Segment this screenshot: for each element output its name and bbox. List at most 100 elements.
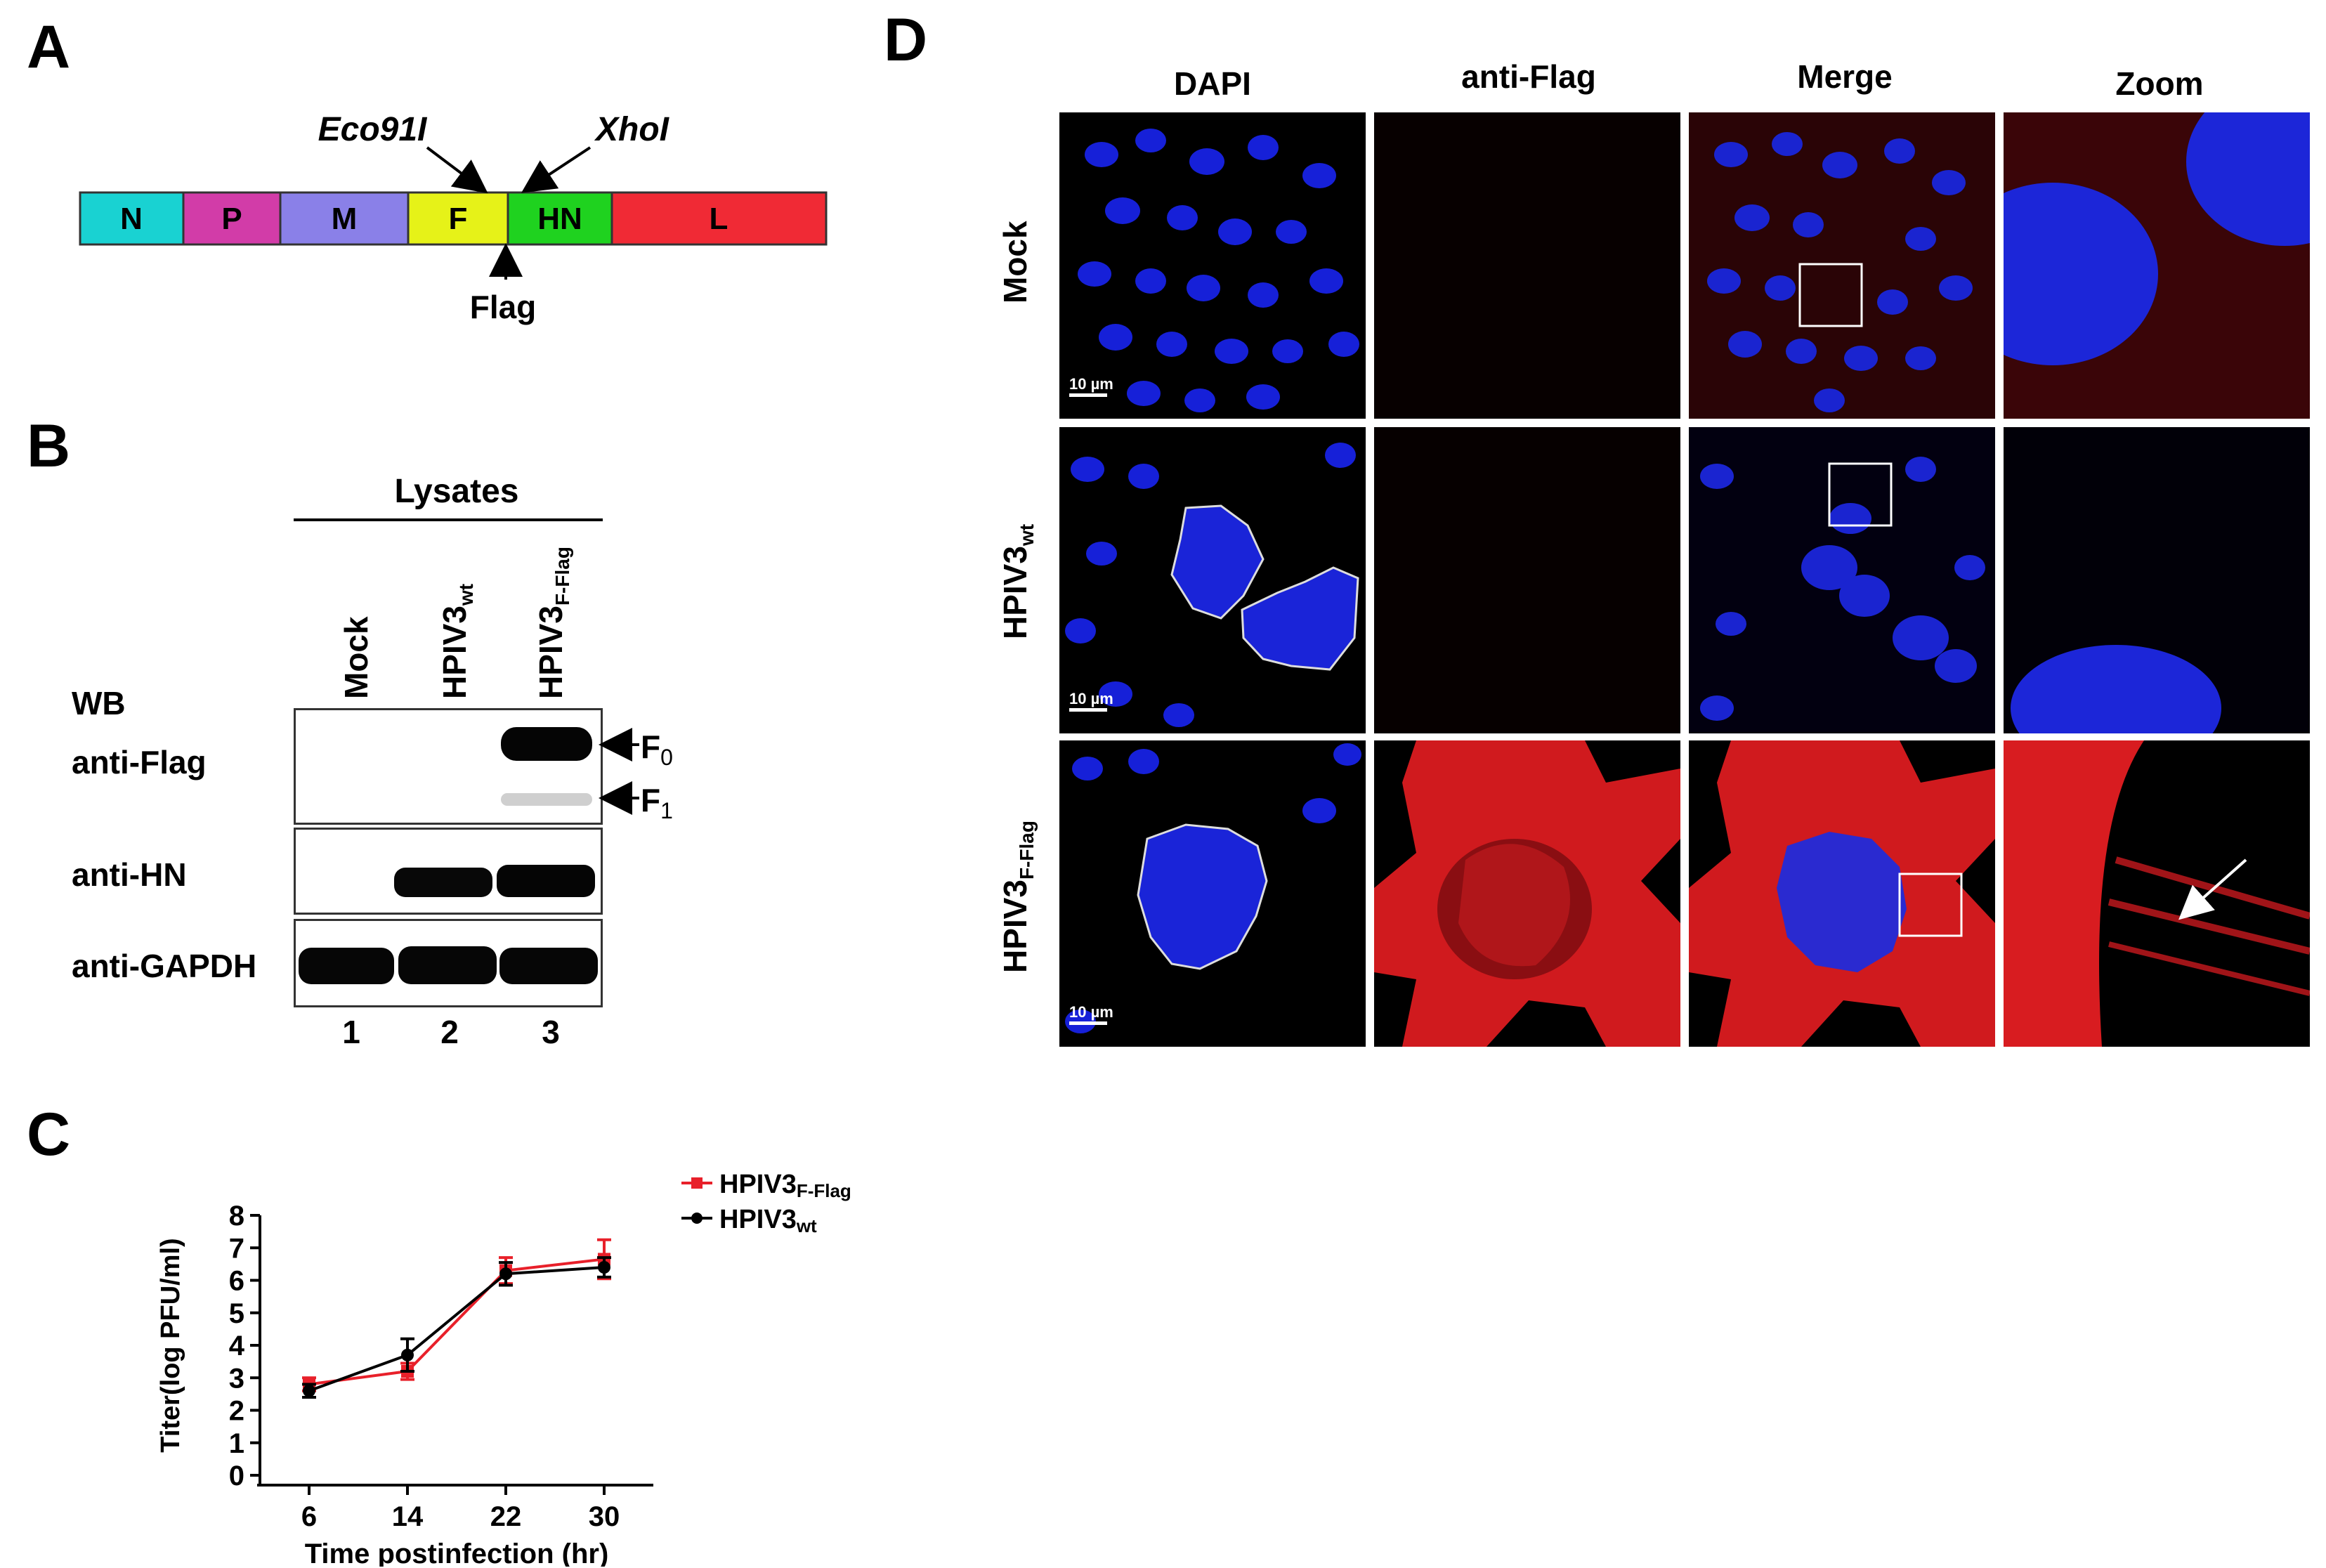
y-tick-label: 5 — [229, 1298, 244, 1329]
panel-letter-d: D — [884, 6, 928, 74]
band-gapdh-lane2 — [398, 946, 497, 984]
blot-anti-gapdh — [294, 919, 603, 1007]
arrow-eco91i — [426, 146, 488, 194]
syncytium-outline-2 — [1241, 566, 1359, 671]
image-mock-dapi: 10 µm — [1059, 112, 1366, 419]
legend-marker — [691, 1177, 703, 1189]
row-label-hpiv3-wt: HPIV3wt — [997, 523, 1038, 639]
segment-label-l: L — [710, 202, 728, 236]
genome-map: N P M F HN L Eco91I XhoI Flag — [77, 105, 829, 337]
y-tick-label: 6 — [229, 1266, 244, 1297]
y-tick-label: 2 — [229, 1396, 244, 1427]
series-1 — [302, 1256, 611, 1399]
syncytium-outline-1 — [1170, 504, 1265, 620]
lane-number-3: 3 — [542, 1014, 560, 1050]
segment-label-m: M — [332, 202, 358, 236]
image-mock-merge — [1689, 112, 1995, 419]
x-axis-label: Time postinfection (hr) — [305, 1538, 609, 1567]
row-label-anti-hn: anti-HN — [72, 856, 187, 893]
x-tick-label: 30 — [589, 1501, 620, 1532]
row-label-mock: Mock — [997, 221, 1033, 303]
x-tick-label: 6 — [301, 1501, 317, 1532]
panel-letter-b: B — [27, 412, 71, 480]
y-tick-label: 1 — [229, 1428, 244, 1459]
segment-label-n: N — [120, 202, 143, 236]
data-point — [499, 1267, 512, 1281]
chart-series — [302, 1238, 611, 1399]
image-wt-merge — [1689, 427, 1995, 733]
legend-marker — [691, 1213, 703, 1224]
column-label-dapi: DAPI — [1174, 65, 1251, 102]
column-label-zoom: Zoom — [2115, 65, 2204, 102]
segment-m — [279, 191, 410, 246]
scale-bar-label: 10 µm — [1069, 1003, 1113, 1021]
band-hn-lane2 — [394, 868, 492, 897]
genome-segments — [79, 191, 828, 246]
band-gapdh-lane3 — [499, 948, 598, 984]
series-line — [308, 1266, 605, 1392]
image-fflag-dapi: 10 µm — [1059, 740, 1366, 1047]
segment-label-p: P — [221, 202, 242, 236]
segment-hn — [507, 191, 613, 246]
y-tick-label: 0 — [229, 1461, 244, 1491]
lane-number-2: 2 — [440, 1014, 459, 1050]
column-label-merge: Merge — [1797, 58, 1893, 95]
image-wt-anti-flag — [1374, 427, 1680, 733]
y-tick-label: 7 — [229, 1233, 244, 1264]
row-label-anti-gapdh: anti-GAPDH — [72, 948, 257, 984]
segment-l — [610, 191, 828, 246]
y-tick-label: 4 — [229, 1331, 245, 1361]
x-tick-label: 22 — [490, 1501, 522, 1532]
lysates-line — [294, 518, 603, 521]
panel-letter-c: C — [27, 1101, 71, 1168]
column-label-anti-flag: anti-Flag — [1461, 58, 1596, 95]
band-label-f1: F1 — [641, 782, 673, 824]
zoom-arrow — [2178, 858, 2247, 920]
band-f1 — [501, 793, 592, 806]
segment-n — [79, 191, 185, 246]
y-axis-label: Titer(log PFU/ml) — [156, 1238, 185, 1452]
scale-bar-label: 10 µm — [1069, 375, 1113, 393]
blot-anti-hn — [294, 828, 603, 915]
arrow-xhoi — [521, 146, 592, 193]
blot-anti-flag — [294, 708, 603, 825]
image-mock-anti-flag — [1374, 112, 1680, 419]
row-label-hpiv3-f-flag: HPIV3F-Flag — [997, 821, 1038, 973]
image-fflag-anti-flag — [1374, 740, 1680, 1047]
band-hn-lane3 — [497, 865, 595, 897]
lane-number-1: 1 — [342, 1014, 360, 1050]
row-label-anti-flag: anti-Flag — [72, 744, 207, 780]
band-gapdh-lane1 — [299, 948, 394, 984]
flag-label: Flag — [470, 289, 537, 325]
image-wt-dapi: 10 µm — [1059, 427, 1366, 733]
image-fflag-zoom — [2004, 740, 2310, 1047]
y-tick-label: 8 — [229, 1201, 244, 1231]
legend-label: HPIV3F-Flag — [719, 1170, 851, 1201]
scale-bar-label: 10 µm — [1069, 690, 1113, 707]
segment-label-f: F — [449, 202, 468, 236]
image-mock-zoom — [2004, 112, 2310, 419]
y-tick-label: 3 — [229, 1363, 244, 1394]
site-label-xhoi: XhoI — [594, 111, 670, 148]
site-label-eco91i: Eco91I — [318, 111, 428, 148]
legend-label: HPIV3wt — [719, 1205, 817, 1236]
data-point — [303, 1384, 315, 1397]
x-tick-label: 14 — [392, 1501, 424, 1532]
band-arrows — [599, 728, 639, 815]
lane-label-mock: Mock — [338, 616, 374, 699]
segment-label-hn: HN — [537, 202, 582, 236]
wb-label: WB — [72, 685, 126, 721]
band-f0 — [501, 727, 592, 761]
data-point — [598, 1261, 610, 1274]
syncytium-outline-3 — [1137, 823, 1268, 970]
lysates-label: Lysates — [394, 473, 519, 510]
panel-letter-a: A — [27, 13, 71, 81]
image-wt-zoom — [2004, 427, 2310, 733]
lane-label-hpiv3-wt: HPIV3wt — [436, 583, 478, 699]
band-label-f0: F0 — [641, 729, 673, 771]
series-line — [308, 1257, 605, 1386]
lane-label-hpiv3-f-flag: HPIV3F-Flag — [533, 547, 574, 699]
chart-legend: HPIV3F-Flag HPIV3wt — [681, 1170, 851, 1236]
